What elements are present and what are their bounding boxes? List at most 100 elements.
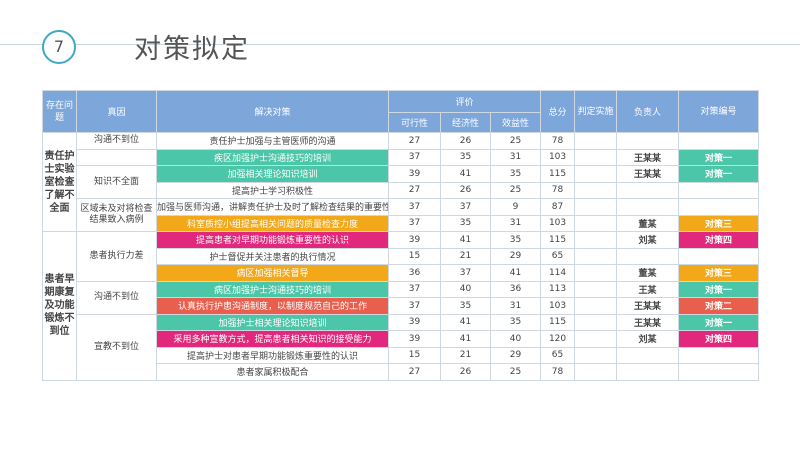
table-row: 认真执行护患沟通制度，以制度规范自己的工作 37 35 31 103 王某某 对… — [43, 297, 760, 315]
cause-cell: 区域未及对将检查结果致入病例 — [76, 198, 157, 232]
judgement-cell — [574, 198, 618, 216]
effectiveness-cell: 36 — [489, 280, 542, 298]
economy-cell: 26 — [440, 363, 491, 381]
table-row: 宣教不到位 加强护士相关理论知识培训 39 41 35 115 王某某 对策一 — [43, 313, 760, 381]
economy-cell: 37 — [440, 264, 491, 282]
code-cell: 对策四 — [678, 231, 760, 249]
judgement-cell — [574, 165, 618, 183]
feasibility-cell: 27 — [388, 363, 441, 381]
effectiveness-cell: 31 — [489, 214, 542, 232]
total-cell: 78 — [540, 181, 576, 199]
feasibility-cell: 37 — [388, 214, 441, 232]
feasibility-cell: 37 — [388, 280, 441, 298]
effectiveness-cell: 31 — [489, 148, 542, 166]
judgement-cell — [574, 313, 618, 331]
measure-cell: 病区加强相关督导 — [156, 264, 389, 282]
measure-cell: 护士督促并关注患者的执行情况 — [156, 247, 389, 265]
total-cell: 103 — [540, 297, 576, 315]
cause-cell: 知识不全面 — [76, 165, 157, 199]
header-total: 总分 — [540, 90, 576, 133]
economy-cell: 26 — [440, 132, 491, 150]
table-row: 责任护士实验室检查了解不全面 沟通不到位 责任护士加强与主管医师的沟通 27 2… — [42, 132, 760, 232]
header-code: 对策编号 — [678, 90, 760, 133]
measure-cell: 提高护士学习积极性 — [156, 181, 389, 199]
feasibility-cell: 27 — [388, 181, 441, 199]
cause-cell: 沟通不到位 — [76, 280, 157, 315]
measure-cell: 病区加强护士沟通技巧的培训 — [156, 280, 389, 298]
judgement-cell — [574, 280, 618, 298]
owner-cell — [616, 346, 680, 364]
problem-cell: 患者早期康复及功能锻炼不到位 — [42, 231, 77, 381]
effectiveness-cell: 25 — [489, 181, 542, 199]
total-cell: 115 — [540, 231, 576, 249]
feasibility-cell: 39 — [388, 231, 441, 249]
economy-cell: 35 — [440, 148, 491, 166]
code-cell — [678, 132, 760, 150]
cause-cell: 沟通不到位 — [76, 132, 157, 150]
problem-cell: 责任护士实验室检查了解不全面 — [42, 132, 77, 232]
slide-number-badge: 7 — [42, 30, 76, 64]
measure-cell: 加强护士相关理论知识培训 — [156, 313, 389, 331]
code-cell — [678, 181, 760, 199]
owner-cell: 王某 — [616, 280, 680, 298]
header-divider — [0, 44, 800, 45]
header-measure: 解决对策 — [156, 90, 389, 133]
judgement-cell — [574, 214, 618, 232]
economy-cell: 41 — [440, 165, 491, 183]
owner-cell: 王某某 — [616, 148, 680, 166]
feasibility-cell: 39 — [388, 165, 441, 183]
measure-cell: 认真执行护患沟通制度，以制度规范自己的工作 — [156, 297, 389, 315]
economy-cell: 41 — [440, 313, 491, 331]
code-cell: 对策一 — [678, 280, 760, 298]
total-cell: 114 — [540, 264, 576, 282]
economy-cell: 26 — [440, 181, 491, 199]
effectiveness-cell: 35 — [489, 165, 542, 183]
header-feasibility: 可行性 — [388, 112, 441, 133]
owner-cell: 董某 — [616, 264, 680, 282]
effectiveness-cell: 35 — [489, 313, 542, 331]
measure-cell: 加强相关理论知识培训 — [156, 165, 389, 183]
economy-cell: 21 — [440, 247, 491, 265]
header-owner: 负责人 — [616, 90, 680, 133]
judgement-cell — [574, 132, 618, 150]
measure-cell: 提高患者对早期功能锻炼重要性的认识 — [156, 231, 389, 249]
effectiveness-cell: 35 — [489, 231, 542, 249]
code-cell: 对策一 — [678, 165, 760, 183]
owner-cell: 王某某 — [616, 297, 680, 315]
economy-cell: 40 — [440, 280, 491, 298]
judgement-cell — [574, 330, 618, 348]
feasibility-cell: 36 — [388, 264, 441, 282]
judgement-cell — [574, 247, 618, 265]
total-cell: 115 — [540, 313, 576, 331]
code-cell: 对策三 — [678, 214, 760, 232]
code-cell: 对策一 — [678, 148, 760, 166]
code-cell — [678, 247, 760, 265]
feasibility-cell: 39 — [388, 313, 441, 331]
owner-cell: 王某某 — [616, 165, 680, 183]
judgement-cell — [574, 346, 618, 364]
header-judgement: 判定实施 — [574, 90, 618, 133]
code-cell: 对策二 — [678, 297, 760, 315]
feasibility-cell: 15 — [388, 346, 441, 364]
measure-cell: 加强与医师沟通，讲解责任护士及时了解检查结果的重要性 — [156, 198, 389, 216]
effectiveness-cell: 40 — [489, 330, 542, 348]
cause-cell: 宣教不到位 — [76, 313, 157, 381]
cause-cell: 患者执行力差 — [76, 231, 157, 282]
owner-cell — [616, 363, 680, 381]
feasibility-cell: 27 — [388, 132, 441, 150]
total-cell: 78 — [540, 132, 576, 150]
effectiveness-cell: 25 — [489, 132, 542, 150]
table-row: 护士督促并关注患者的执行情况 15 21 29 65 — [43, 247, 760, 265]
total-cell: 65 — [540, 247, 576, 265]
code-cell — [678, 346, 760, 364]
table-row: 病区加强相关督导 36 37 41 114 董某 对策三 — [43, 264, 760, 282]
header-effectiveness: 效益性 — [489, 112, 542, 133]
feasibility-cell: 37 — [388, 198, 441, 216]
economy-cell: 35 — [440, 297, 491, 315]
header-cause: 真因 — [76, 90, 157, 133]
total-cell: 103 — [540, 148, 576, 166]
judgement-cell — [574, 363, 618, 381]
total-cell: 113 — [540, 280, 576, 298]
total-cell: 120 — [540, 330, 576, 348]
effectiveness-cell: 29 — [489, 247, 542, 265]
